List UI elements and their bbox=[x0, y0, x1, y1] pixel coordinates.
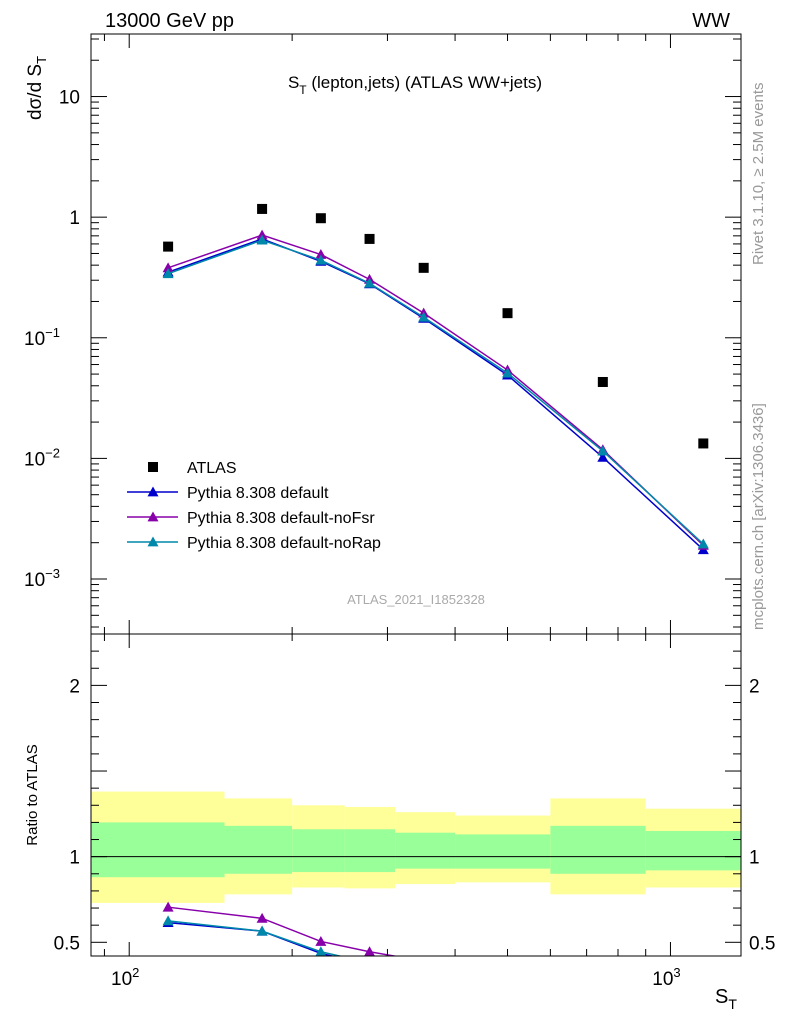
x-tick-label: 103 bbox=[652, 965, 680, 990]
ratio-marker-pythia-8-308-default-nofsr bbox=[256, 912, 268, 923]
atlas-data-point bbox=[418, 262, 429, 273]
ratio-marker-pythia-8-308-default-nofsr bbox=[423, 955, 424, 956]
ratio-line-pythia-8-308-default-nofsr bbox=[168, 906, 399, 956]
y-tick-label: 10 bbox=[59, 88, 80, 109]
marker-pythia-8-308-default bbox=[597, 451, 609, 462]
rivet-version-label: Rivet 3.1.10, ≥ 2.5M events bbox=[750, 83, 767, 266]
ratio-marker-pythia-8-308-default-nofsr bbox=[315, 935, 327, 946]
x-tick-label: 102 bbox=[111, 965, 139, 990]
ratio-series bbox=[162, 901, 709, 998]
marker-pythia-8-308-default-norap bbox=[315, 254, 327, 265]
ratio-marker-pythia-8-308-default-norap bbox=[597, 985, 608, 995]
analysis-id-label: ATLAS_2021_I1852328 bbox=[347, 592, 485, 607]
header-energy: 13000 GeV pp bbox=[105, 10, 234, 32]
ratio-marker-pythia-8-308-default bbox=[698, 988, 709, 998]
ratio-band-inner bbox=[224, 825, 293, 874]
ratio-marker-pythia-8-308-default bbox=[364, 959, 375, 969]
atlas-data-point bbox=[315, 213, 326, 224]
ratio-marker-pythia-8-308-default-norap bbox=[315, 946, 327, 956]
line-pythia-8-308-default bbox=[167, 238, 704, 551]
ratio-line-pythia-8-308-default-norap bbox=[168, 920, 343, 956]
ratio-marker-pythia-8-308-default-norap bbox=[698, 986, 709, 996]
ratio-y-tick-label-right: 1 bbox=[749, 848, 760, 869]
legend-label-atlas: ATLAS bbox=[187, 460, 237, 477]
x-axis-label: ST bbox=[715, 986, 737, 1012]
ratio-marker-pythia-8-308-default-nofsr bbox=[162, 901, 174, 912]
marker-pythia-8-308-default-nofsr bbox=[162, 262, 174, 273]
atlas-data-points bbox=[163, 203, 709, 449]
marker-pythia-8-308-default-norap bbox=[418, 311, 430, 322]
atlas-data-point bbox=[364, 233, 375, 244]
ratio-band-inner bbox=[645, 830, 741, 871]
ratio-y-tick-label: 2 bbox=[69, 676, 80, 697]
legend-marker-atlas bbox=[148, 462, 158, 472]
ratio-line-pythia-8-308-default bbox=[168, 921, 336, 956]
ratio-plot-frame bbox=[90, 633, 742, 957]
main-series bbox=[162, 229, 709, 555]
marker-pythia-8-308-default-norap bbox=[364, 277, 376, 288]
line-pythia-8-308-default-nofsr bbox=[167, 234, 704, 546]
ratio-marker-pythia-8-308-default bbox=[418, 968, 429, 978]
ratio-marker-pythia-8-308-default-nofsr bbox=[502, 980, 513, 990]
ratio-y-tick-label: 0.5 bbox=[54, 933, 80, 954]
atlas-data-point bbox=[698, 438, 709, 449]
marker-pythia-8-308-default-norap bbox=[256, 234, 268, 245]
legend-label-pythia-8-308-default: Pythia 8.308 default bbox=[187, 485, 329, 502]
marker-pythia-8-308-default-nofsr bbox=[315, 249, 327, 259]
ratio-y-tick-label-right: 2 bbox=[749, 676, 760, 697]
atlas-data-point bbox=[597, 376, 608, 387]
y-tick-label: 10−3 bbox=[24, 566, 60, 591]
ratio-marker-pythia-8-308-default-nofsr bbox=[364, 946, 375, 956]
axis-ticks: 102 103 10 1 10−1 10−2 10−3 0.5 0.5 1 1 2 2 bbox=[24, 34, 775, 990]
marker-pythia-8-308-default-norap bbox=[162, 268, 174, 279]
ratio-band-inner bbox=[395, 832, 456, 869]
ratio-marker-pythia-8-308-default-nofsr bbox=[698, 985, 709, 995]
ratio-band-inner bbox=[292, 829, 345, 873]
legend-marker-pythia-8-308-default-norap bbox=[147, 536, 159, 547]
header-process: WW bbox=[692, 10, 730, 32]
legend-marker-pythia-8-308-default bbox=[147, 486, 159, 497]
marker-pythia-8-308-default-norap bbox=[597, 445, 609, 456]
atlas-data-point bbox=[502, 308, 513, 319]
ratio-band-inner bbox=[91, 822, 225, 878]
y-tick-label: 10−2 bbox=[24, 445, 60, 470]
legend-label-pythia-8-308-default-norap: Pythia 8.308 default-noRap bbox=[187, 535, 381, 552]
ratio-marker-pythia-8-308-default-norap bbox=[256, 925, 268, 936]
legend-label-pythia-8-308-default-nofsr: Pythia 8.308 default-noFsr bbox=[187, 510, 375, 527]
y-axis-label: dσ/d ST bbox=[25, 56, 49, 120]
ratio-marker-pythia-8-308-default bbox=[597, 986, 608, 996]
ratio-uncertainty-bands bbox=[91, 791, 741, 903]
marker-pythia-8-308-default-nofsr bbox=[256, 229, 268, 240]
ratio-band-inner bbox=[344, 829, 396, 873]
legend: ATLAS Pythia 8.308 default Pythia 8.308 de… bbox=[127, 460, 381, 552]
y-tick-label: 1 bbox=[69, 208, 80, 229]
atlas-data-point bbox=[257, 203, 268, 214]
ratio-y-tick-label: 1 bbox=[69, 848, 80, 869]
ratio-band-inner bbox=[550, 825, 646, 874]
ratio-y-axis-label: Ratio to ATLAS bbox=[24, 744, 41, 845]
ratio-marker-pythia-8-308-default-nofsr bbox=[597, 983, 608, 993]
ratio-marker-pythia-8-308-default-norap bbox=[162, 915, 174, 926]
legend-marker-pythia-8-308-default-nofsr bbox=[147, 511, 159, 522]
mcplots-reference-label: mcplots.cern.ch [arXiv:1306.3436] bbox=[750, 403, 767, 630]
ratio-marker-pythia-8-308-default-norap bbox=[364, 957, 375, 967]
marker-pythia-8-308-default-norap bbox=[697, 538, 709, 549]
ratio-marker-pythia-8-308-default bbox=[502, 985, 513, 995]
y-tick-label: 10−1 bbox=[24, 325, 60, 350]
ratio-marker-pythia-8-308-default-norap bbox=[418, 967, 429, 977]
line-pythia-8-308-default-norap bbox=[167, 239, 704, 545]
ratio-y-tick-label-right: 0.5 bbox=[749, 933, 775, 954]
ratio-marker-pythia-8-308-default-norap bbox=[502, 983, 513, 993]
marker-pythia-8-308-default-norap bbox=[502, 367, 514, 378]
atlas-data-point bbox=[163, 241, 174, 252]
ratio-band-inner bbox=[455, 834, 551, 869]
chart-title: ST (lepton,jets) (ATLAS WW+jets) bbox=[288, 73, 542, 97]
